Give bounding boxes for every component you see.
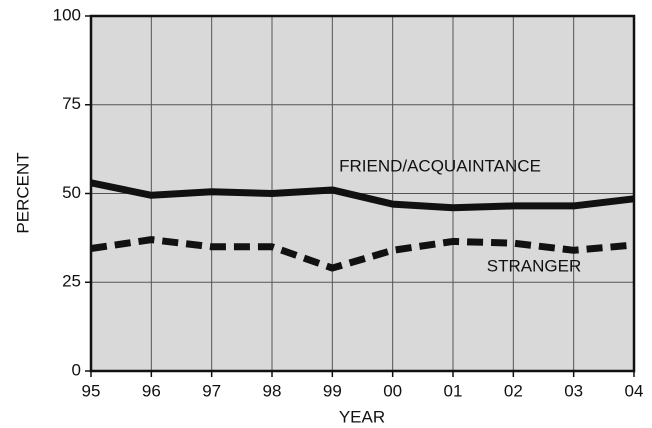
y-tick-label: 50 [62, 183, 81, 202]
x-tick-label: 99 [323, 381, 342, 400]
x-axis-label: YEAR [339, 407, 385, 426]
series-annotation: STRANGER [487, 256, 581, 275]
x-tick-label: 97 [202, 381, 221, 400]
y-axis-label: PERCENT [13, 152, 32, 233]
x-tick-label: 95 [82, 381, 101, 400]
x-tick-label: 96 [142, 381, 161, 400]
series-line [90, 179, 635, 212]
x-tick-label: 02 [504, 381, 523, 400]
x-tick-label: 98 [263, 381, 282, 400]
lines [90, 179, 635, 272]
series-line [90, 236, 635, 272]
y-tick-label: 100 [53, 5, 81, 24]
x-tick-label: 00 [383, 381, 402, 400]
x-tick-label: 01 [444, 381, 463, 400]
y-tick-label: 75 [62, 94, 81, 113]
series-annotation: FRIEND/ACQUAINTANCE [339, 156, 541, 175]
x-tick-label: 03 [564, 381, 583, 400]
y-tick-label: 25 [62, 272, 81, 291]
y-tick-label: 0 [72, 360, 81, 379]
x-tick-label: 04 [625, 381, 644, 400]
